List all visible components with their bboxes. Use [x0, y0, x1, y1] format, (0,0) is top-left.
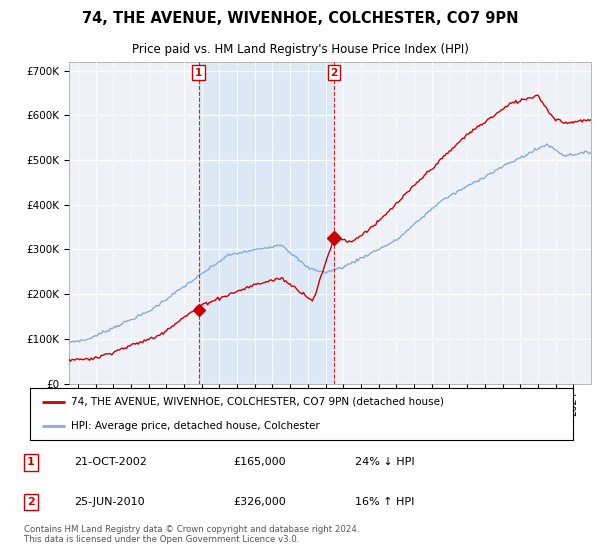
Text: 24% ↓ HPI: 24% ↓ HPI — [355, 458, 415, 468]
Text: £326,000: £326,000 — [234, 497, 287, 507]
Text: Contains HM Land Registry data © Crown copyright and database right 2024.
This d: Contains HM Land Registry data © Crown c… — [24, 525, 359, 544]
Text: 1: 1 — [195, 68, 202, 78]
Text: 1: 1 — [27, 458, 34, 468]
Text: 74, THE AVENUE, WIVENHOE, COLCHESTER, CO7 9PN: 74, THE AVENUE, WIVENHOE, COLCHESTER, CO… — [82, 11, 518, 26]
Bar — [199, 62, 334, 384]
Text: 74, THE AVENUE, WIVENHOE, COLCHESTER, CO7 9PN (detached house): 74, THE AVENUE, WIVENHOE, COLCHESTER, CO… — [71, 397, 444, 407]
Text: Price paid vs. HM Land Registry's House Price Index (HPI): Price paid vs. HM Land Registry's House … — [131, 43, 469, 56]
Text: 2: 2 — [331, 68, 338, 78]
Text: £165,000: £165,000 — [234, 458, 286, 468]
Text: 21-OCT-2002: 21-OCT-2002 — [74, 458, 146, 468]
Text: 25-JUN-2010: 25-JUN-2010 — [74, 497, 145, 507]
Text: HPI: Average price, detached house, Colchester: HPI: Average price, detached house, Colc… — [71, 421, 319, 431]
Text: 16% ↑ HPI: 16% ↑ HPI — [355, 497, 415, 507]
Text: 2: 2 — [27, 497, 34, 507]
